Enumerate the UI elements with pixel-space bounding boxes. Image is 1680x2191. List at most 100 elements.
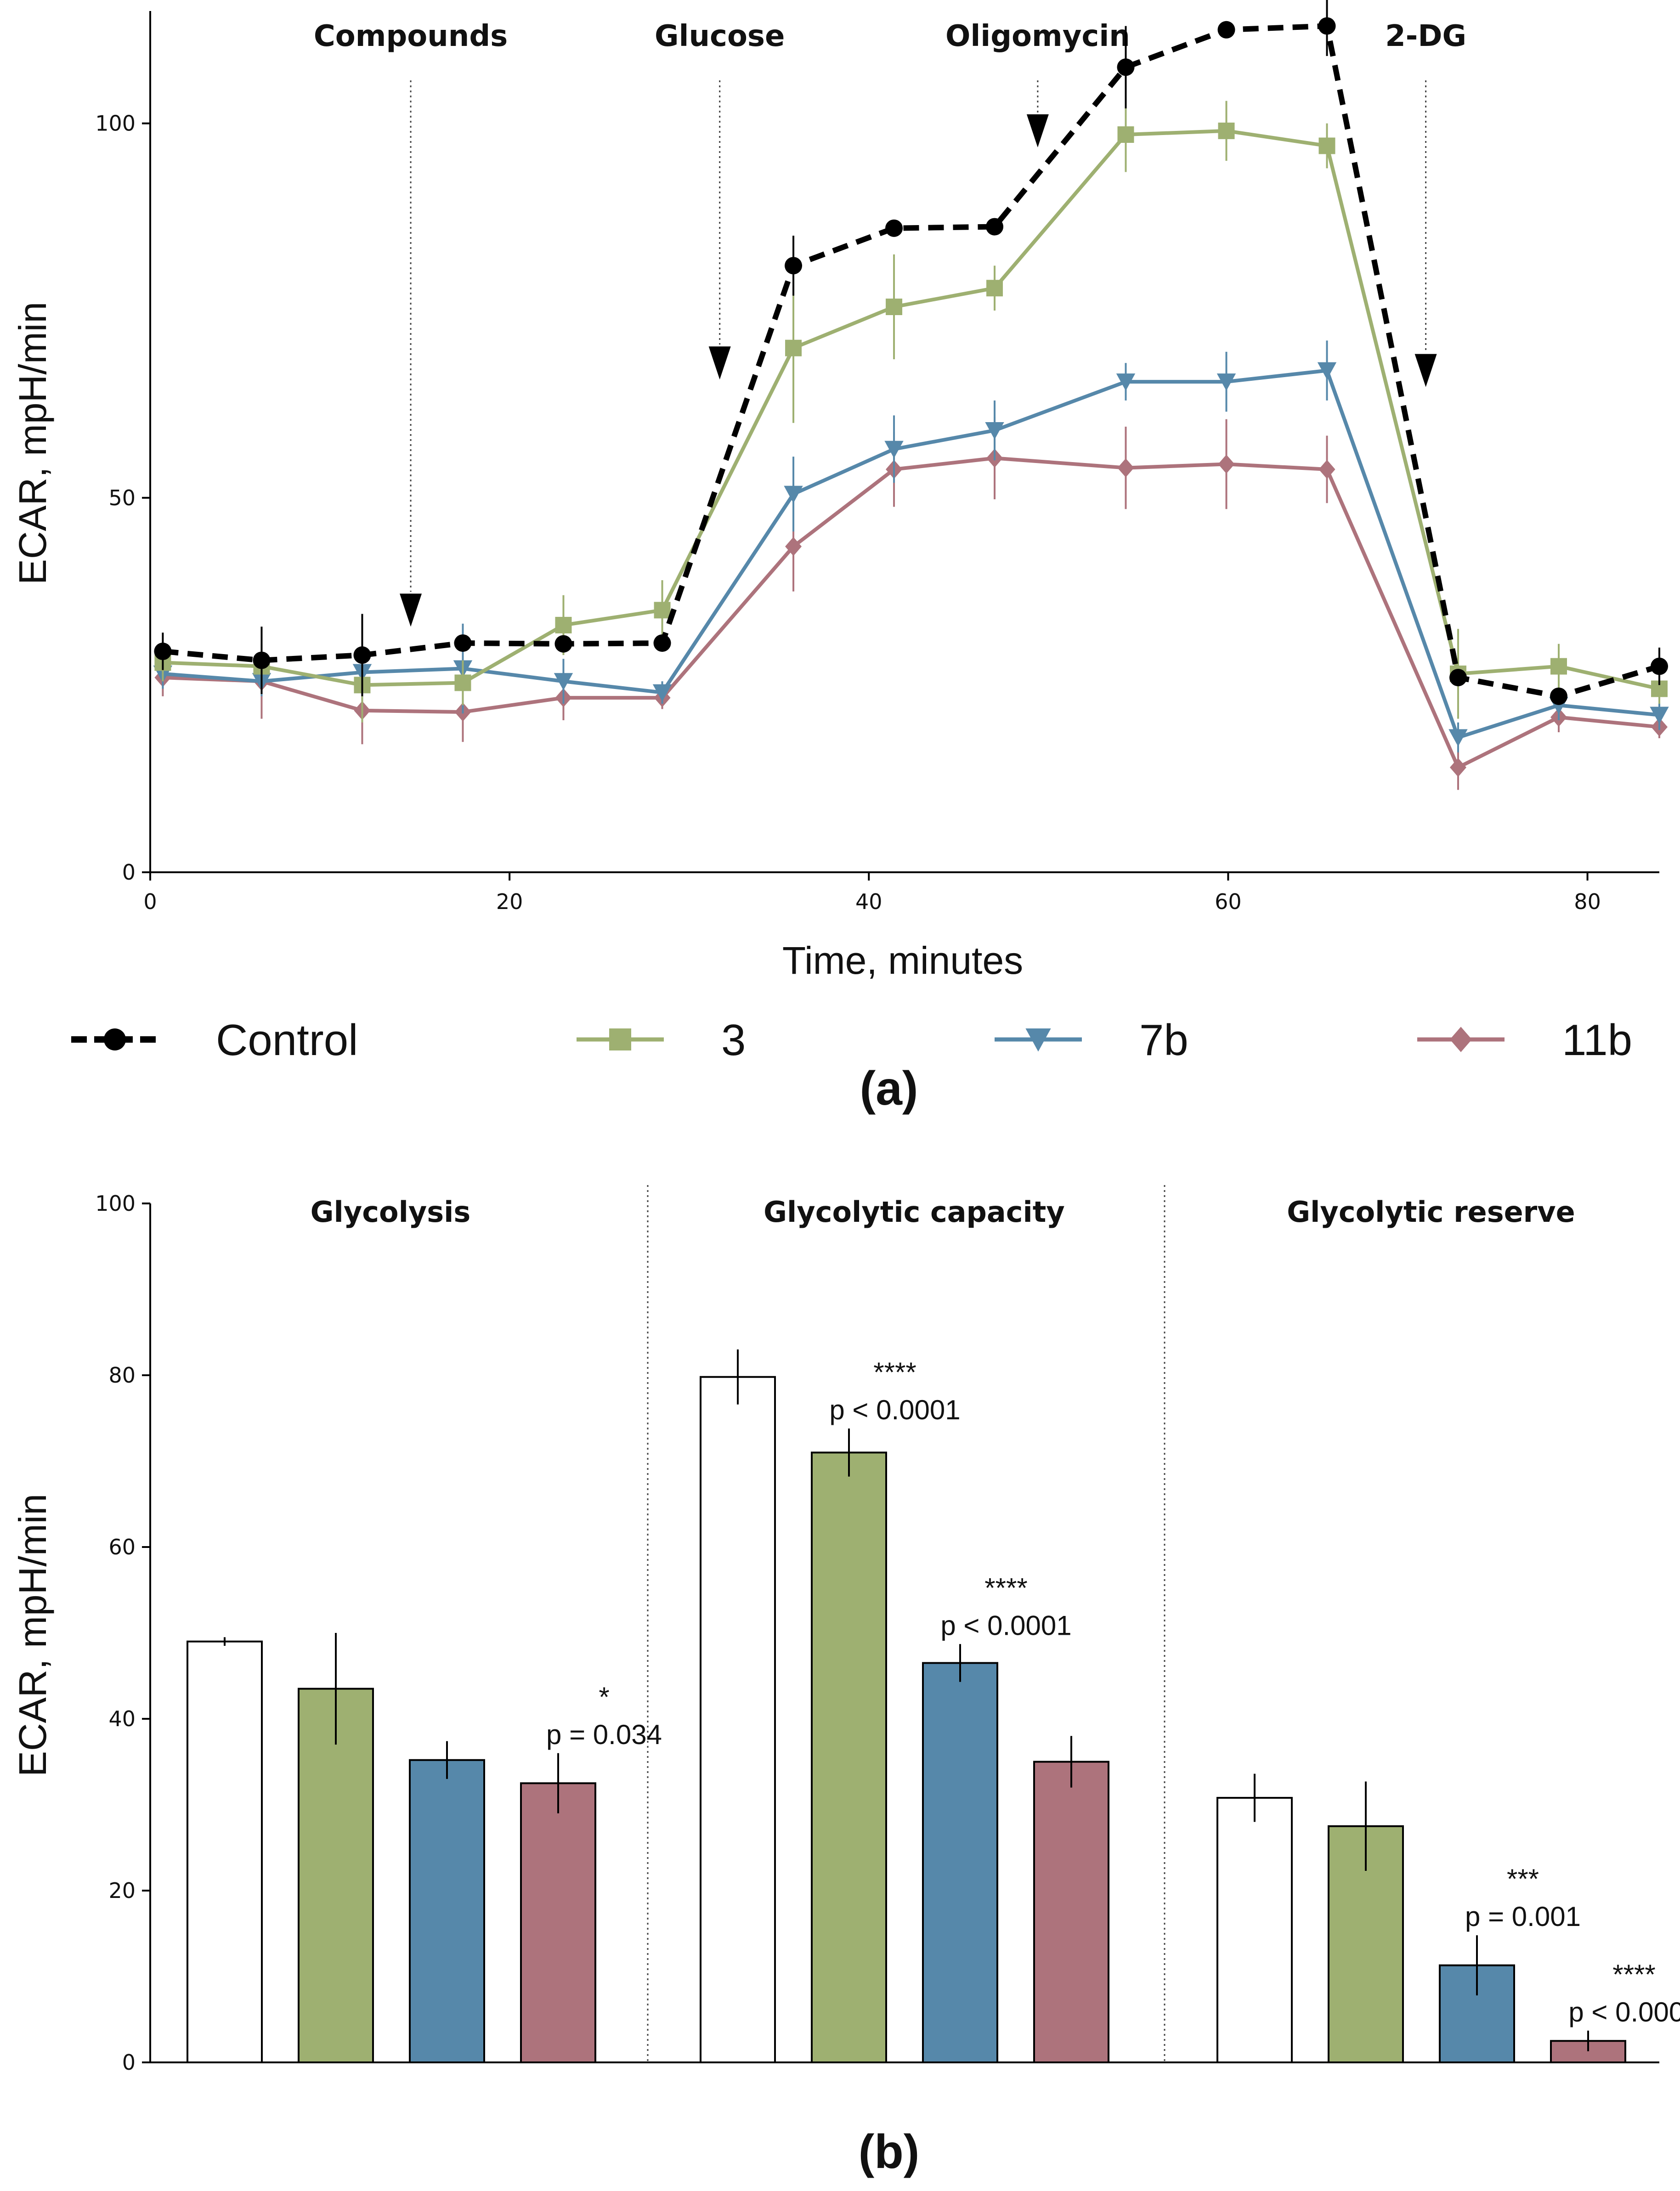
data-point-7b xyxy=(985,422,1004,440)
series-control xyxy=(154,0,1668,705)
y-tick-label-a: 100 xyxy=(95,111,136,136)
x-tick-label-a: 20 xyxy=(496,889,523,914)
data-point-7b xyxy=(1317,362,1337,380)
event-label-oligomycin: Oligomycin xyxy=(945,19,1130,53)
series-line-control xyxy=(162,23,1660,699)
data-point-3 xyxy=(454,674,471,691)
event-arrow-compounds xyxy=(400,593,422,627)
panel-label-a: (a) xyxy=(860,1062,918,1115)
data-point-7b xyxy=(784,486,803,503)
event-label-compounds: Compounds xyxy=(314,19,508,53)
data-point-control xyxy=(1318,17,1336,35)
data-point-control xyxy=(253,651,271,669)
legend-item-3: 3 xyxy=(577,1016,746,1065)
data-point-7b xyxy=(554,673,573,691)
data-point-control xyxy=(353,646,371,664)
significance-stars: **** xyxy=(984,1572,1027,1603)
significance-stars: *** xyxy=(1507,1863,1539,1894)
data-point-control xyxy=(454,634,472,652)
legend-label-control: Control xyxy=(216,1016,358,1065)
data-point-control xyxy=(1449,669,1467,687)
data-point-7b xyxy=(1448,729,1468,747)
data-point-3 xyxy=(654,602,671,619)
x-tick-label-a: 0 xyxy=(143,889,157,914)
data-point-control xyxy=(554,635,572,653)
legend-marker-11b xyxy=(1450,1027,1472,1052)
x-tick-label-a: 80 xyxy=(1574,889,1601,914)
significance-p-value: p < 0.0001 xyxy=(1568,1997,1680,2027)
series-line-3 xyxy=(163,129,1660,691)
y-tick-label-a: 0 xyxy=(122,860,136,885)
y-tick-label-b: 100 xyxy=(95,1191,136,1216)
data-point-control xyxy=(1117,58,1135,76)
significance-stars: **** xyxy=(1612,1959,1655,1990)
x-axis-title-a: Time, minutes xyxy=(782,939,1023,982)
data-point-3 xyxy=(886,299,903,316)
group-label-glycolytic-capacity: Glycolytic capacity xyxy=(764,1195,1065,1229)
data-point-3 xyxy=(1218,122,1235,139)
data-point-11b xyxy=(1450,758,1466,777)
data-point-7b xyxy=(1116,373,1136,391)
data-point-control xyxy=(154,643,172,661)
significance-p-value: p = 0.034 xyxy=(546,1719,662,1750)
y-axis-title-b: ECAR, mpH/min xyxy=(11,1494,54,1777)
y-tick-label-b: 80 xyxy=(108,1363,136,1388)
bar-chart-panel-b: Glycolysis Glycolytic capacity Glycolytic … xyxy=(11,1185,1680,2075)
significance-p-value: p < 0.0001 xyxy=(829,1395,960,1425)
event-arrow-oligomycin xyxy=(1026,114,1049,147)
data-point-11b xyxy=(1117,458,1134,478)
series-7b xyxy=(153,340,1669,753)
data-point-3 xyxy=(1117,126,1134,143)
data-point-3 xyxy=(986,280,1003,297)
data-point-7b xyxy=(1650,706,1669,724)
legend-item-7b: 7b xyxy=(995,1016,1188,1065)
data-point-11b xyxy=(785,537,802,556)
data-point-control xyxy=(785,257,803,275)
event-label-2-dg: 2-DG xyxy=(1385,19,1466,53)
data-point-11b xyxy=(1218,454,1235,474)
legend: Control 3 7b 11b xyxy=(71,1016,1632,1065)
data-point-3 xyxy=(1318,137,1335,154)
data-point-control xyxy=(986,218,1004,236)
data-point-11b xyxy=(1318,460,1335,479)
significance-p-value: p < 0.0001 xyxy=(940,1610,1071,1641)
bar-glycolysis-control xyxy=(187,1640,263,2063)
data-point-7b xyxy=(1216,373,1236,391)
legend-item-11b: 11b xyxy=(1417,1016,1632,1065)
bar-glycolytic-capacity-3 xyxy=(811,1451,887,2063)
event-label-glucose: Glucose xyxy=(655,19,785,53)
x-tick-label-a: 40 xyxy=(855,889,882,914)
panel-label-b: (b) xyxy=(859,2125,920,2179)
bar-glycolytic-capacity-11b xyxy=(1033,1761,1109,2063)
data-point-7b xyxy=(652,684,672,702)
legend-label-11b: 11b xyxy=(1562,1016,1632,1065)
series-3 xyxy=(154,97,1668,723)
y-tick-label-b: 60 xyxy=(108,1535,136,1559)
bar-glycolytic-reserve-control xyxy=(1216,1797,1293,2064)
line-chart-panel-a: Compounds Glucose Oligomycin 2-DG 0 20 40 60 80… xyxy=(11,0,1669,982)
y-tick-label-b: 40 xyxy=(108,1706,136,1731)
significance-p-value: p = 0.001 xyxy=(1465,1901,1581,1932)
y-axis-title-a: ECAR, mpH/min xyxy=(11,302,54,585)
data-point-control xyxy=(885,219,903,237)
bar-glycolysis-7b xyxy=(409,1759,485,2063)
y-tick-label-b: 20 xyxy=(108,1878,136,1903)
significance-stars: **** xyxy=(873,1357,916,1388)
data-point-3 xyxy=(555,616,572,633)
event-arrow-glucose xyxy=(708,346,731,380)
significance-stars: * xyxy=(599,1682,609,1712)
legend-label-7b: 7b xyxy=(1139,1016,1188,1065)
bar-glycolytic-capacity-control xyxy=(700,1376,776,2063)
series-line-11b xyxy=(163,456,1660,769)
legend-marker-control xyxy=(104,1028,126,1050)
data-point-control xyxy=(653,634,671,652)
group-label-glycolytic-reserve: Glycolytic reserve xyxy=(1287,1195,1575,1229)
legend-marker-3 xyxy=(609,1028,631,1050)
bar-glycolytic-capacity-7b xyxy=(922,1662,998,2063)
data-point-control xyxy=(1550,687,1567,705)
event-arrow-2-dg xyxy=(1414,354,1437,387)
legend-label-3: 3 xyxy=(721,1016,746,1065)
y-tick-label-a: 50 xyxy=(108,486,136,510)
data-point-control xyxy=(1217,21,1235,39)
